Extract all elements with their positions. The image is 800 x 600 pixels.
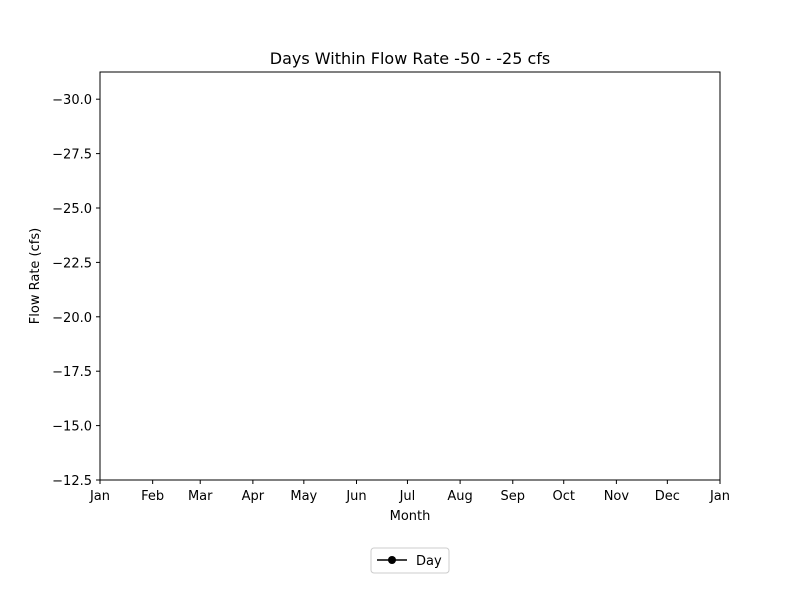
plot-area-frame: [99, 71, 721, 481]
x-tick-label: Apr: [242, 489, 265, 504]
x-tick-label: Oct: [552, 489, 574, 504]
x-tick-label: Aug: [447, 489, 472, 504]
y-tick-label: −25.0: [52, 202, 92, 217]
x-axis-ticks: Jan Feb Mar Apr May Jun Jul Aug Sep Oct Nov Dec Jan: [89, 480, 730, 504]
x-tick-label: Jan: [709, 489, 730, 504]
legend-marker-swatch: [388, 556, 396, 564]
y-axis-label: Flow Rate (cfs): [28, 228, 43, 324]
y-axis-ticks: −30.0 −27.5 −25.0 −22.5 −20.0 −17.5 −15.0 −12.5: [52, 93, 100, 489]
x-tick-label: May: [290, 489, 317, 504]
x-axis-label: Month: [390, 509, 431, 524]
y-tick-label: −20.0: [52, 311, 92, 326]
y-tick-label: −22.5: [52, 256, 92, 271]
x-tick-label: Jan: [89, 489, 110, 504]
legend-frame: [370, 547, 450, 574]
y-tick-label: −12.5: [52, 474, 92, 489]
legend: Day: [370, 547, 450, 574]
y-tick-label: −15.0: [52, 420, 92, 435]
x-tick-label: Jun: [345, 489, 366, 504]
y-tick-label: −27.5: [52, 148, 92, 163]
x-tick-label: Mar: [188, 489, 213, 504]
x-tick-label: Dec: [655, 489, 680, 504]
y-tick-label: −17.5: [52, 365, 92, 380]
x-tick-label: Feb: [141, 489, 164, 504]
x-tick-label: Jul: [399, 489, 416, 504]
legend-label-day: Day: [416, 554, 442, 569]
x-tick-label: Nov: [604, 489, 630, 504]
x-tick-label: Sep: [501, 489, 526, 504]
y-tick-label: −30.0: [52, 93, 92, 108]
chart-title: Days Within Flow Rate -50 - -25 cfs: [270, 49, 550, 68]
